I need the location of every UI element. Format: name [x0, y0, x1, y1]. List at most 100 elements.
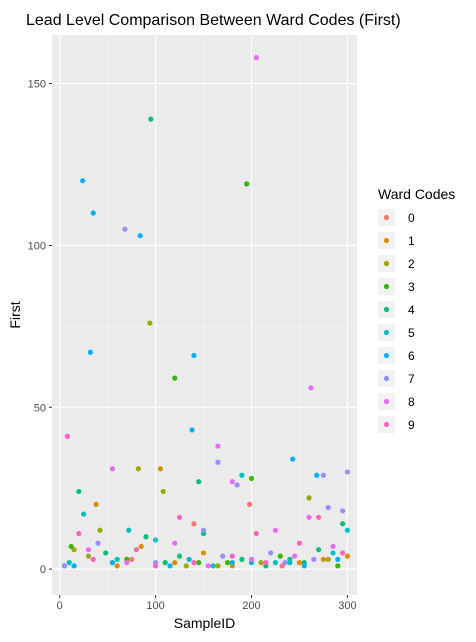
legend-swatch-ward-1	[383, 237, 390, 244]
data-point-ward-8	[308, 385, 314, 391]
data-point-ward-3	[224, 560, 231, 566]
data-point-ward-5	[81, 511, 87, 517]
data-point-ward-7	[122, 226, 128, 232]
data-point-ward-6	[109, 560, 116, 566]
data-point-ward-8	[248, 556, 255, 562]
data-point-ward-9	[340, 550, 346, 556]
data-point-ward-8	[253, 55, 259, 61]
data-point-ward-9	[229, 553, 235, 559]
data-point-ward-5	[66, 560, 72, 566]
data-point-ward-7	[344, 469, 351, 475]
data-point-ward-2	[160, 488, 166, 495]
data-point-ward-7	[234, 482, 240, 488]
legend-swatch-ward-2	[383, 260, 390, 267]
data-point-ward-4	[316, 547, 322, 553]
data-point-ward-3	[68, 543, 74, 550]
data-point-ward-8	[85, 547, 92, 553]
data-point-ward-6	[335, 556, 341, 562]
data-point-ward-9	[296, 540, 303, 546]
data-point-ward-2	[85, 553, 92, 559]
data-point-ward-2	[183, 563, 189, 569]
legend-title: Ward Codes	[378, 186, 455, 202]
data-point-ward-6	[191, 352, 197, 359]
axis-ticks: 0 100 200 300 0 50 100 150	[28, 79, 357, 612]
data-point-ward-0	[191, 521, 197, 527]
data-point-ward-5	[272, 560, 279, 566]
legend-label-ward-0: 0	[408, 211, 415, 225]
data-point-ward-5	[126, 527, 132, 533]
data-point-ward-4	[148, 116, 154, 122]
data-point-ward-6	[71, 563, 77, 569]
data-point-ward-6	[301, 563, 307, 569]
data-point-ward-5	[114, 556, 120, 562]
data-point-ward-9	[90, 556, 96, 562]
data-point-ward-0	[129, 556, 135, 562]
legend-swatch-ward-4	[383, 306, 390, 313]
data-point-ward-8	[330, 543, 336, 550]
data-point-ward-5	[287, 560, 293, 566]
legend-label-ward-8: 8	[408, 395, 415, 409]
data-point-ward-6	[87, 349, 93, 355]
data-point-ward-8	[215, 443, 221, 449]
data-point-ward-2	[147, 320, 153, 326]
data-point-ward-6	[314, 472, 320, 478]
legend-label-ward-2: 2	[408, 257, 415, 271]
data-point-ward-5	[344, 527, 351, 533]
data-point-ward-8	[124, 560, 130, 566]
data-point-ward-3	[335, 563, 341, 569]
data-point-ward-7	[282, 560, 288, 566]
data-point-ward-7	[340, 508, 346, 514]
legend-swatch-ward-9	[383, 421, 390, 428]
data-point-ward-2	[325, 556, 331, 562]
data-point-ward-1	[114, 563, 120, 569]
data-point-ward-2	[258, 560, 264, 566]
x-tick-label: 100	[146, 600, 164, 612]
data-point-ward-9	[176, 514, 183, 520]
data-point-ward-9	[253, 530, 259, 537]
x-tick-label: 0	[57, 600, 63, 612]
legend-swatch-ward-6	[383, 352, 390, 359]
legend-entries: 0 1 2 3 4 5 6 7 8 9	[378, 209, 415, 433]
legend-swatch-ward-8	[383, 398, 390, 405]
data-point-ward-4	[103, 550, 109, 556]
x-axis-title: SampleID	[174, 615, 235, 631]
data-point-ward-7	[311, 556, 317, 562]
data-point-ward-4	[162, 560, 168, 566]
data-point-ward-1	[296, 560, 303, 566]
data-point-ward-7	[325, 505, 331, 511]
data-point-ward-5	[186, 556, 192, 562]
data-point-ward-5	[239, 472, 245, 478]
data-point-ward-1	[320, 556, 327, 562]
data-point-ward-8	[172, 540, 178, 546]
data-point-ward-2	[215, 563, 221, 569]
data-point-ward-3	[277, 553, 283, 559]
legend-label-ward-9: 9	[408, 418, 415, 432]
data-point-ward-8	[292, 553, 298, 559]
legend: Ward Codes 0 1 2 3 4 5 6 7 8 9	[378, 186, 455, 433]
data-point-ward-1	[93, 501, 99, 507]
data-point-ward-0	[246, 501, 253, 507]
data-point-ward-1	[172, 560, 178, 566]
data-point-ward-5	[152, 537, 159, 543]
data-points	[61, 55, 351, 569]
data-point-ward-9	[152, 563, 159, 569]
data-point-ward-7	[220, 553, 226, 559]
data-point-ward-8	[205, 563, 211, 569]
data-point-ward-4	[143, 534, 149, 540]
data-point-ward-1	[157, 466, 163, 472]
y-tick-label: 150	[28, 79, 46, 91]
data-point-ward-8	[229, 479, 235, 485]
data-point-ward-9	[316, 514, 322, 520]
data-point-ward-5	[210, 563, 216, 569]
data-point-ward-6	[167, 563, 173, 569]
legend-swatch-ward-3	[383, 283, 390, 290]
x-tick-label: 300	[338, 600, 356, 612]
legend-label-ward-4: 4	[408, 303, 415, 317]
y-tick-label: 50	[34, 402, 46, 414]
legend-label-ward-7: 7	[408, 372, 415, 386]
data-point-ward-4	[76, 488, 82, 495]
data-point-ward-1	[200, 550, 207, 556]
data-point-ward-7	[61, 563, 68, 569]
data-point-ward-6	[290, 456, 296, 462]
